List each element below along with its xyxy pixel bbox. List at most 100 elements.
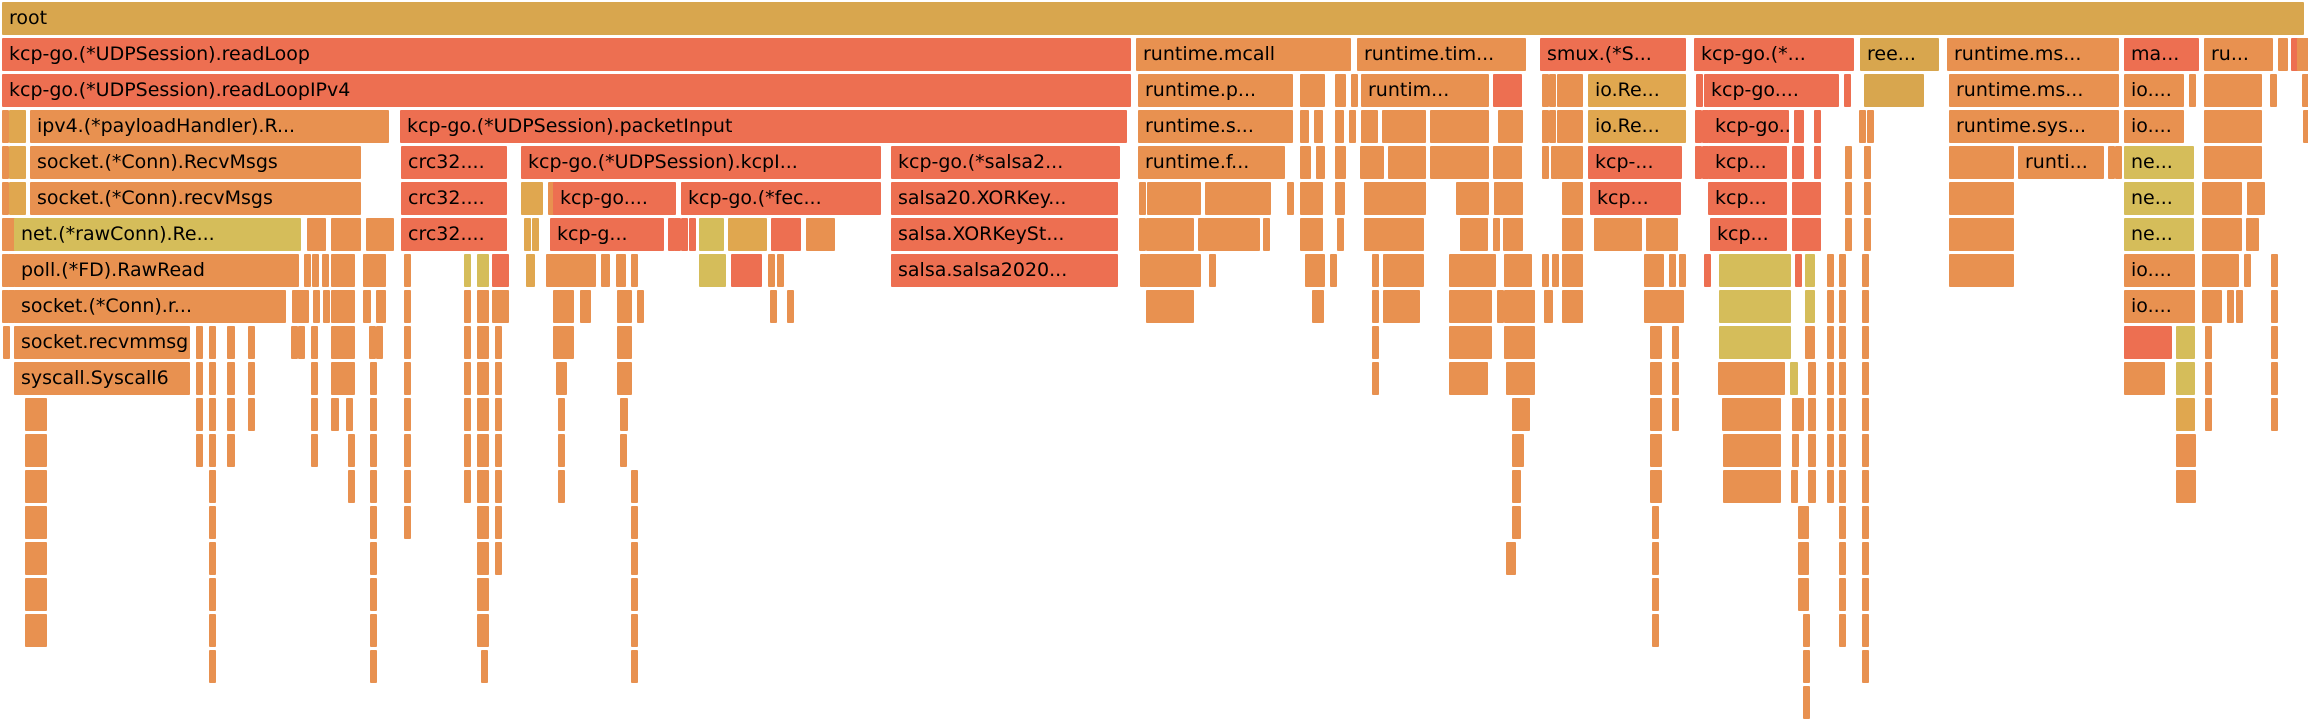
frame[interactable]	[1542, 254, 1549, 287]
frame[interactable]	[1839, 434, 1846, 467]
frame[interactable]	[1430, 146, 1489, 179]
frame[interactable]	[25, 506, 47, 539]
frame[interactable]	[331, 218, 361, 251]
frame[interactable]	[370, 650, 377, 683]
frame[interactable]	[526, 254, 535, 287]
frame[interactable]	[689, 218, 696, 251]
frame[interactable]	[1862, 542, 1869, 575]
frame-kcp[interactable]: kcp-...	[1588, 146, 1682, 179]
frame[interactable]	[553, 290, 574, 323]
frame[interactable]	[1798, 542, 1809, 575]
frame[interactable]	[631, 578, 638, 611]
frame[interactable]	[370, 542, 377, 575]
frame[interactable]	[1827, 254, 1834, 287]
frame[interactable]	[1316, 146, 1325, 179]
frame[interactable]	[1792, 218, 1821, 251]
frame-ma[interactable]: ma...	[2124, 38, 2199, 71]
frame[interactable]	[331, 398, 339, 431]
frame[interactable]	[1792, 434, 1799, 467]
frame[interactable]	[1679, 254, 1686, 287]
frame[interactable]	[25, 542, 47, 575]
frame[interactable]	[25, 470, 47, 503]
frame[interactable]	[1147, 182, 1201, 215]
frame[interactable]	[1839, 326, 1846, 359]
frame[interactable]	[1839, 254, 1846, 287]
frame[interactable]	[2246, 218, 2253, 251]
frame[interactable]	[1549, 110, 1556, 143]
frame[interactable]	[464, 470, 471, 503]
frame[interactable]	[1512, 434, 1524, 467]
frame[interactable]	[2271, 290, 2278, 323]
frame-io[interactable]: io....	[2124, 290, 2195, 323]
frame[interactable]	[209, 542, 216, 575]
frame[interactable]	[1552, 254, 1559, 287]
frame[interactable]	[1864, 74, 1924, 107]
frame[interactable]	[1335, 146, 1346, 179]
frame[interactable]	[1792, 182, 1821, 215]
frame-kcp-go[interactable]: kcp-go....	[553, 182, 676, 215]
frame[interactable]	[25, 614, 47, 647]
frame[interactable]	[8, 254, 15, 287]
frame[interactable]	[1723, 434, 1781, 467]
frame[interactable]	[404, 470, 411, 503]
frame[interactable]	[1263, 218, 1270, 251]
frame[interactable]	[477, 362, 489, 395]
frame[interactable]	[311, 326, 318, 359]
frame[interactable]	[1449, 362, 1488, 395]
frame[interactable]	[2204, 110, 2262, 143]
frame[interactable]	[1562, 254, 1583, 287]
frame[interactable]	[1719, 290, 1791, 323]
frame[interactable]	[1140, 254, 1147, 287]
frame[interactable]	[1383, 254, 1424, 287]
frame[interactable]	[1695, 146, 1702, 179]
frame[interactable]	[1198, 218, 1205, 251]
frame[interactable]	[771, 218, 801, 251]
frame[interactable]	[2, 218, 9, 251]
frame-root[interactable]: root	[2, 2, 2304, 35]
frame[interactable]	[1494, 182, 1523, 215]
frame[interactable]	[1827, 290, 1834, 323]
frame[interactable]	[404, 434, 411, 467]
frame[interactable]	[2271, 398, 2278, 431]
frame[interactable]	[298, 326, 305, 359]
frame[interactable]	[1794, 110, 1804, 143]
frame[interactable]	[617, 362, 632, 395]
frame[interactable]	[1862, 434, 1869, 467]
frame[interactable]	[1312, 290, 1324, 323]
frame[interactable]	[2227, 290, 2234, 323]
frame[interactable]	[2, 290, 9, 323]
frame[interactable]	[1803, 614, 1810, 647]
frame[interactable]	[1862, 650, 1869, 683]
frame[interactable]	[196, 398, 203, 431]
frame-salsa20-xorkey[interactable]: salsa20.XORKey...	[891, 182, 1118, 215]
frame[interactable]	[558, 434, 565, 467]
frame[interactable]	[631, 614, 638, 647]
frame[interactable]	[2202, 218, 2242, 251]
frame[interactable]	[1544, 290, 1553, 323]
frame[interactable]	[495, 506, 502, 539]
frame[interactable]	[1862, 326, 1869, 359]
frame[interactable]	[768, 254, 775, 287]
frame[interactable]	[227, 326, 235, 359]
frame-runtime-f[interactable]: runtime.f...	[1138, 146, 1285, 179]
frame[interactable]	[1644, 254, 1664, 287]
frame[interactable]	[477, 578, 489, 611]
frame-runtime-tim[interactable]: runtime.tim...	[1357, 38, 1526, 71]
frame[interactable]	[495, 434, 502, 467]
frame[interactable]	[1498, 110, 1523, 143]
frame[interactable]	[553, 326, 574, 359]
frame[interactable]	[1372, 362, 1379, 395]
frame[interactable]	[1792, 146, 1804, 179]
frame[interactable]	[1702, 146, 1709, 179]
frame[interactable]	[209, 470, 216, 503]
frame[interactable]	[1805, 326, 1815, 359]
frame[interactable]	[668, 218, 675, 251]
frame[interactable]	[1827, 362, 1834, 395]
frame[interactable]	[404, 398, 411, 431]
frame[interactable]	[2270, 74, 2277, 107]
frame[interactable]	[2205, 362, 2212, 395]
frame[interactable]	[1449, 290, 1492, 323]
frame[interactable]	[1361, 110, 1378, 143]
frame[interactable]	[1542, 110, 1549, 143]
frame[interactable]	[9, 110, 26, 143]
